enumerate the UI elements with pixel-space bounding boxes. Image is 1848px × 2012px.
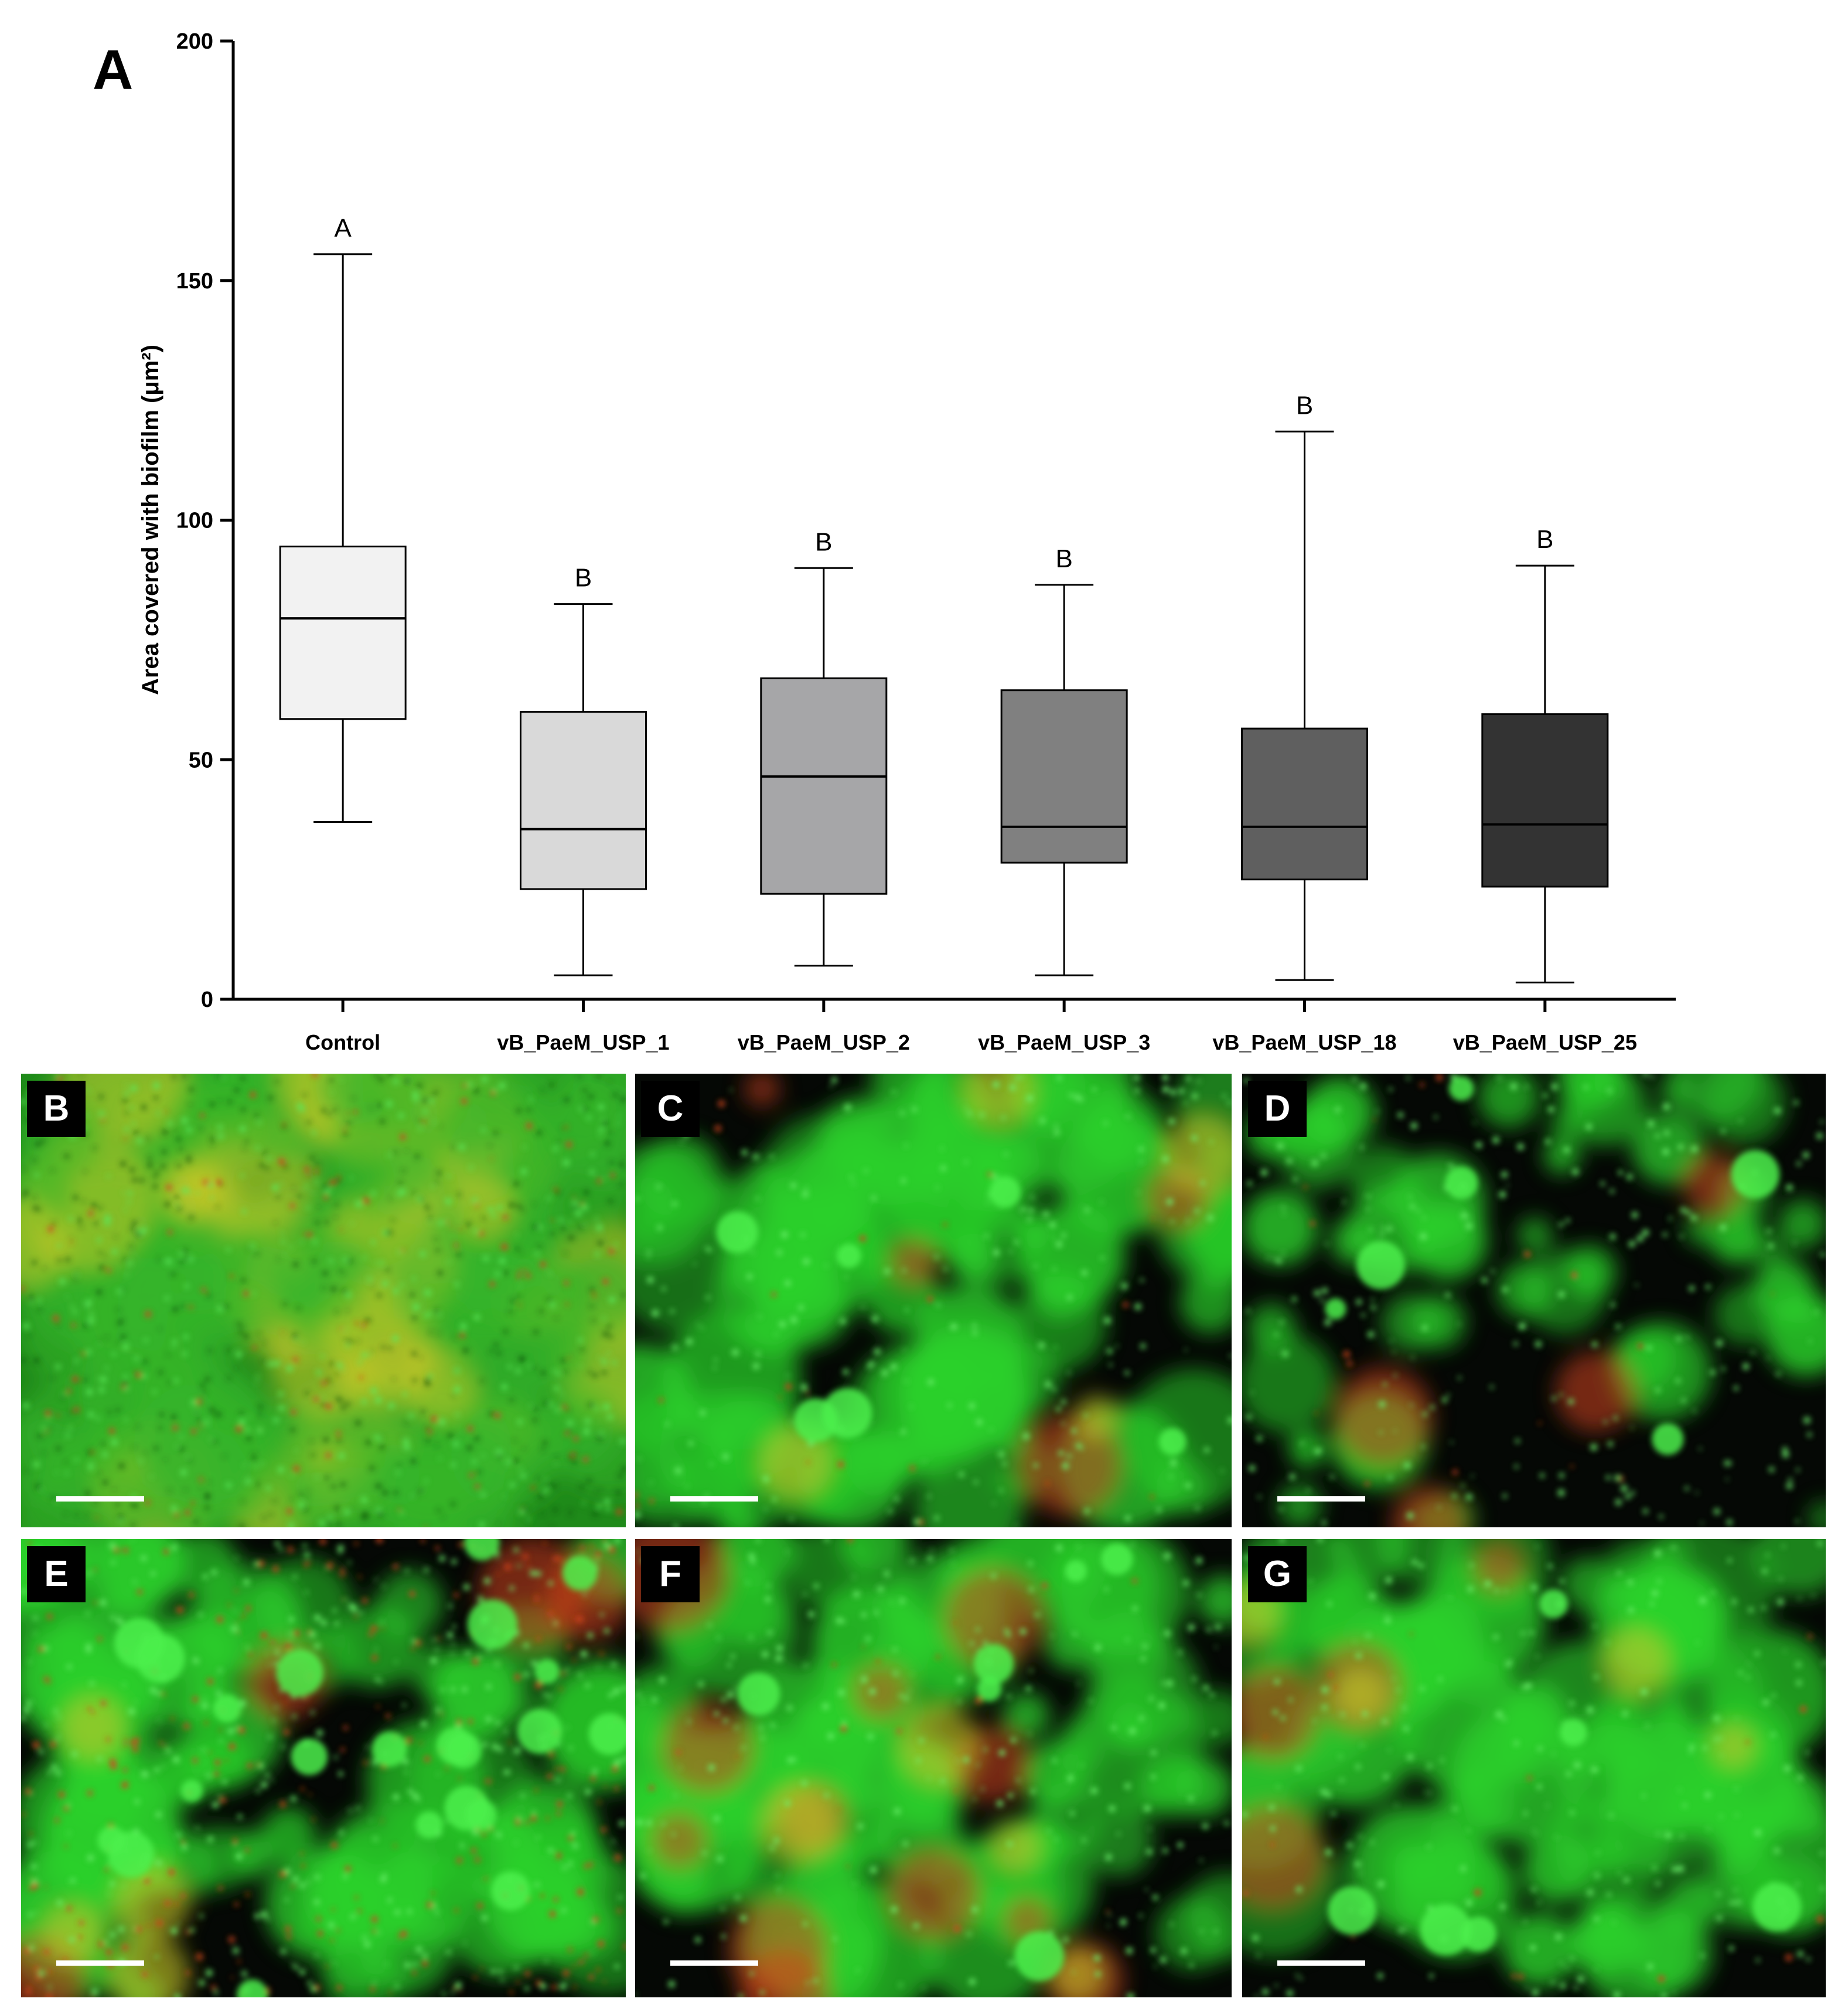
x-tick-label: vB_PaeM_USP_3: [978, 1030, 1150, 1054]
box-iqr: [1000, 689, 1128, 864]
micrograph-panel-g: G: [1242, 1539, 1826, 1997]
micrograph-label-d: D: [1248, 1081, 1307, 1137]
micrograph-image: [21, 1539, 626, 1997]
scale-bar: [56, 1496, 144, 1502]
significance-group-label: B: [575, 564, 592, 593]
x-tick-label: vB_PaeM_USP_2: [738, 1030, 910, 1054]
y-tick-label: 150: [176, 269, 213, 294]
micrograph-panel-e: E: [21, 1539, 626, 1997]
micrograph-label-f: F: [641, 1546, 700, 1602]
box-iqr: [1481, 713, 1609, 888]
scale-bar: [1277, 1960, 1365, 1966]
x-tick-label: Control: [305, 1030, 380, 1054]
y-tick-label: 200: [176, 29, 213, 54]
scale-bar: [670, 1496, 758, 1502]
micrograph-image: [1242, 1539, 1826, 1997]
significance-group-label: A: [334, 214, 352, 243]
micrograph-panel-c: C: [635, 1074, 1232, 1527]
y-tick-label: 100: [176, 509, 213, 533]
micrograph-image: [635, 1539, 1232, 1997]
y-tick-label: 0: [201, 988, 213, 1012]
scale-bar: [670, 1960, 758, 1966]
panel-label-a: A: [93, 39, 133, 101]
micrograph-image: [635, 1074, 1232, 1527]
x-tick-label: vB_PaeM_USP_25: [1453, 1030, 1637, 1054]
y-tick-label: 50: [189, 748, 213, 772]
micrograph-image: [21, 1074, 626, 1527]
micrograph-label-e: E: [27, 1546, 86, 1602]
micrograph-panel-f: F: [635, 1539, 1232, 1997]
micrograph-panel-b: B: [21, 1074, 626, 1527]
box-iqr: [520, 711, 647, 890]
significance-group-label: B: [815, 527, 832, 556]
micrograph-panel-d: D: [1242, 1074, 1826, 1527]
significance-group-label: B: [1536, 525, 1553, 554]
micrograph-image: [1242, 1074, 1826, 1527]
micrograph-label-g: G: [1248, 1546, 1307, 1602]
significance-group-label: B: [1296, 391, 1313, 420]
box-iqr: [279, 545, 407, 720]
y-axis-label: Area covered with biofilm (μm²): [138, 345, 163, 695]
scale-bar: [56, 1960, 144, 1966]
micrograph-label-c: C: [641, 1081, 700, 1137]
x-tick-label: vB_PaeM_USP_1: [497, 1030, 669, 1054]
box-iqr: [760, 677, 888, 895]
micrograph-label-b: B: [27, 1081, 86, 1137]
box-plot-chart: A 0 50 100 150 200 Control vB_PaeM_USP_1 vB_Pae…: [93, 29, 1676, 1054]
significance-group-label: B: [1055, 544, 1072, 573]
x-tick-label: vB_PaeM_USP_18: [1212, 1030, 1396, 1054]
box-iqr: [1241, 727, 1368, 881]
scale-bar: [1277, 1496, 1365, 1502]
